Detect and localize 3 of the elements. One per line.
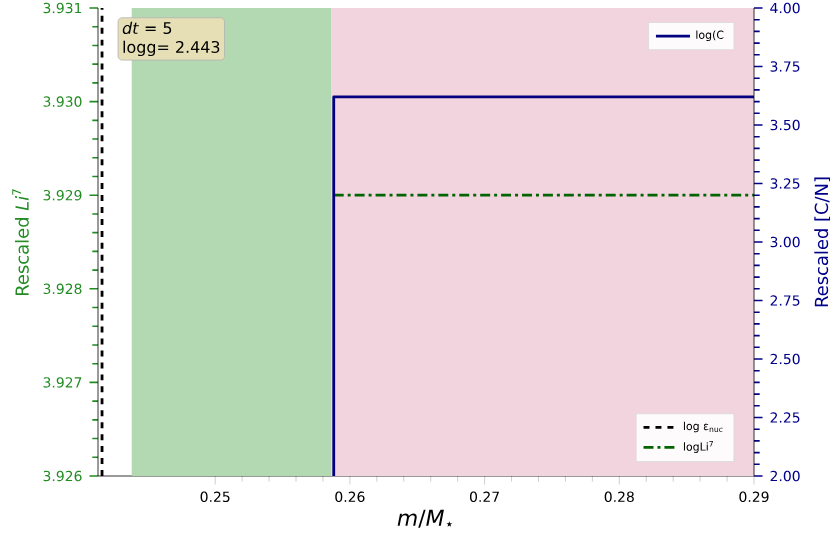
y2-axis-title: Rescaled [C/N] — [814, 177, 830, 307]
x-axis-title: m/M$_{⋆}$ — [397, 509, 453, 528]
y-axis-title: Rescaled Li$^{7}$ — [12, 189, 29, 296]
